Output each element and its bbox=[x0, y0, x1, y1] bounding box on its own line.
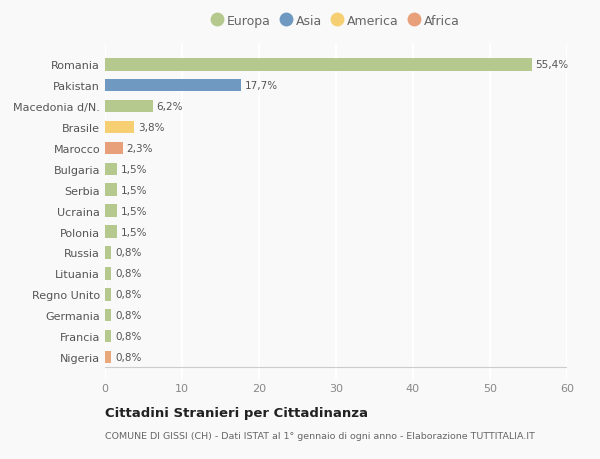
Text: 55,4%: 55,4% bbox=[535, 60, 569, 70]
Text: 2,3%: 2,3% bbox=[127, 144, 153, 154]
Bar bbox=[105, 142, 123, 155]
Bar bbox=[105, 351, 111, 364]
Text: 0,8%: 0,8% bbox=[115, 269, 142, 279]
Bar bbox=[105, 330, 111, 342]
Bar bbox=[105, 59, 532, 71]
Text: Cittadini Stranieri per Cittadinanza: Cittadini Stranieri per Cittadinanza bbox=[105, 406, 368, 419]
Bar bbox=[105, 163, 116, 176]
Bar bbox=[105, 226, 116, 238]
Bar bbox=[105, 205, 116, 218]
Bar bbox=[105, 184, 116, 196]
Text: 0,8%: 0,8% bbox=[115, 331, 142, 341]
Bar bbox=[105, 246, 111, 259]
Text: 1,5%: 1,5% bbox=[121, 185, 147, 195]
Text: 17,7%: 17,7% bbox=[245, 81, 278, 91]
Text: 0,8%: 0,8% bbox=[115, 290, 142, 300]
Text: 1,5%: 1,5% bbox=[121, 164, 147, 174]
Text: 3,8%: 3,8% bbox=[138, 123, 164, 133]
Text: COMUNE DI GISSI (CH) - Dati ISTAT al 1° gennaio di ogni anno - Elaborazione TUTT: COMUNE DI GISSI (CH) - Dati ISTAT al 1° … bbox=[105, 431, 535, 441]
Bar bbox=[105, 80, 241, 92]
Legend: Europa, Asia, America, Africa: Europa, Asia, America, Africa bbox=[209, 13, 463, 31]
Text: 1,5%: 1,5% bbox=[121, 206, 147, 216]
Bar bbox=[105, 268, 111, 280]
Bar bbox=[105, 101, 153, 113]
Bar bbox=[105, 288, 111, 301]
Text: 0,8%: 0,8% bbox=[115, 248, 142, 258]
Bar bbox=[105, 309, 111, 322]
Text: 0,8%: 0,8% bbox=[115, 310, 142, 320]
Text: 0,8%: 0,8% bbox=[115, 352, 142, 362]
Text: 1,5%: 1,5% bbox=[121, 227, 147, 237]
Text: 6,2%: 6,2% bbox=[157, 102, 183, 112]
Bar bbox=[105, 122, 134, 134]
